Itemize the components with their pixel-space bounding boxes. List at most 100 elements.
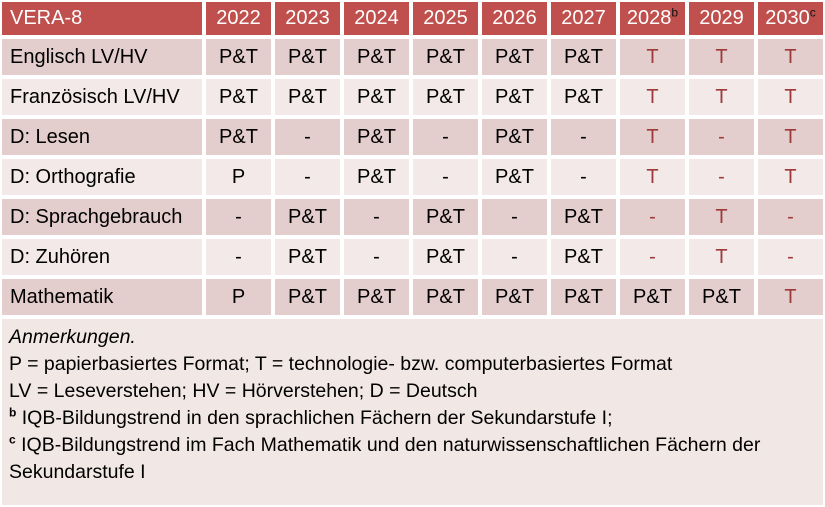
value-cell: P&T xyxy=(411,37,480,77)
header-year-cell: 2026 xyxy=(480,0,549,37)
value-cell: T xyxy=(756,37,825,77)
value-cell: - xyxy=(756,237,825,277)
note-text: IQB-Bildungstrend im Fach Mathematik und… xyxy=(9,434,761,483)
value-cell: P&T xyxy=(411,277,480,317)
header-year-cell: 2027 xyxy=(549,0,618,37)
value-cell: P&T xyxy=(342,117,411,157)
header-year-label: 2030 xyxy=(765,7,810,29)
table-row: D: Orthografie P - P&T - P&T - T - T xyxy=(0,157,825,197)
year-superscript: b xyxy=(671,5,679,20)
value-cell: T xyxy=(618,117,687,157)
value-cell: P&T xyxy=(549,197,618,237)
value-cell: T xyxy=(756,277,825,317)
value-cell: P&T xyxy=(618,277,687,317)
value-cell: T xyxy=(756,117,825,157)
header-year-label: 2024 xyxy=(354,7,399,29)
note-line: P = papierbasiertes Format; T = technolo… xyxy=(9,351,814,378)
notes-section: Anmerkungen. P = papierbasiertes Format; … xyxy=(0,317,825,507)
value-cell: P&T xyxy=(411,237,480,277)
value-cell: T xyxy=(687,197,756,237)
note-line: LV = Leseverstehen; HV = Hörverstehen; D… xyxy=(9,378,814,405)
note-line: c IQB-Bildungstrend im Fach Mathematik u… xyxy=(9,432,814,486)
value-cell: - xyxy=(618,197,687,237)
value-cell: T xyxy=(618,37,687,77)
note-line: Anmerkungen. xyxy=(9,324,814,351)
header-year-cell: 2025 xyxy=(411,0,480,37)
value-cell: - xyxy=(480,197,549,237)
value-cell: P&T xyxy=(411,77,480,117)
value-cell: - xyxy=(618,237,687,277)
header-year-label: 2026 xyxy=(492,7,537,29)
header-year-label: 2028 xyxy=(626,7,672,29)
value-cell: P&T xyxy=(204,117,273,157)
value-cell: P&T xyxy=(549,37,618,77)
value-cell: - xyxy=(687,157,756,197)
value-cell: P&T xyxy=(273,277,342,317)
value-cell: - xyxy=(549,117,618,157)
value-cell: P&T xyxy=(549,277,618,317)
table-row: D: Lesen P&T - P&T - P&T - T - T xyxy=(0,117,825,157)
value-cell: P&T xyxy=(342,37,411,77)
value-cell: - xyxy=(204,197,273,237)
value-cell: P&T xyxy=(480,157,549,197)
row-label-cell: D: Sprachgebrauch xyxy=(0,197,204,237)
header-year-cell: 2029 xyxy=(687,0,756,37)
value-cell: P&T xyxy=(273,197,342,237)
note-line: b IQB-Bildungstrend in den sprachlichen … xyxy=(9,405,814,432)
value-cell: T xyxy=(687,237,756,277)
header-year-label: 2022 xyxy=(216,7,261,29)
value-cell: - xyxy=(480,237,549,277)
value-cell: - xyxy=(687,117,756,157)
note-text: IQB-Bildungstrend in den sprachlichen Fä… xyxy=(21,407,613,429)
row-label-cell: D: Orthografie xyxy=(0,157,204,197)
value-cell: - xyxy=(411,157,480,197)
row-label-cell: D: Lesen xyxy=(0,117,204,157)
header-year-cell: 2024 xyxy=(342,0,411,37)
table-row: D: Zuhören - P&T - P&T - P&T - T - xyxy=(0,237,825,277)
value-cell: - xyxy=(204,237,273,277)
header-year-label: 2027 xyxy=(561,7,606,29)
value-cell: T xyxy=(618,157,687,197)
vera8-schedule-table: VERA-8 2022 2023 2024 2025 2026 2027 2028b 2029… xyxy=(0,0,825,317)
note-superscript: b xyxy=(9,405,17,420)
header-year-label: 2023 xyxy=(285,7,330,29)
table-row: Englisch LV/HV P&T P&T P&T P&T P&T P&T T T T xyxy=(0,37,825,77)
value-cell: - xyxy=(342,197,411,237)
note-text: Anmerkungen. xyxy=(9,326,136,348)
value-cell: - xyxy=(273,117,342,157)
value-cell: P&T xyxy=(411,197,480,237)
year-superscript: c xyxy=(809,5,816,20)
value-cell: P&T xyxy=(273,237,342,277)
header-year-cell: 2022 xyxy=(204,0,273,37)
value-cell: P&T xyxy=(480,37,549,77)
note-text: P = papierbasiertes Format; T = technolo… xyxy=(9,353,673,375)
value-cell: P&T xyxy=(204,37,273,77)
value-cell: P&T xyxy=(480,277,549,317)
header-title-cell: VERA-8 xyxy=(0,0,204,37)
value-cell: P&T xyxy=(687,277,756,317)
value-cell: - xyxy=(756,197,825,237)
value-cell: T xyxy=(756,77,825,117)
value-cell: P&T xyxy=(342,277,411,317)
value-cell: P&T xyxy=(480,77,549,117)
value-cell: P&T xyxy=(342,77,411,117)
row-label-cell: Englisch LV/HV xyxy=(0,37,204,77)
value-cell: P xyxy=(204,157,273,197)
table-row: D: Sprachgebrauch - P&T - P&T - P&T - T - xyxy=(0,197,825,237)
note-text: LV = Leseverstehen; HV = Hörverstehen; D… xyxy=(9,380,478,402)
value-cell: - xyxy=(411,117,480,157)
header-year-cell: 2028b xyxy=(618,0,687,37)
value-cell: T xyxy=(756,157,825,197)
value-cell: T xyxy=(618,77,687,117)
value-cell: P&T xyxy=(480,117,549,157)
value-cell: - xyxy=(549,157,618,197)
header-year-cell: 2030c xyxy=(756,0,825,37)
row-label-cell: D: Zuhören xyxy=(0,237,204,277)
value-cell: P&T xyxy=(549,237,618,277)
value-cell: T xyxy=(687,77,756,117)
row-label-cell: Französisch LV/HV xyxy=(0,77,204,117)
row-label-cell: Mathematik xyxy=(0,277,204,317)
value-cell: P xyxy=(204,277,273,317)
note-superscript: c xyxy=(9,432,16,447)
